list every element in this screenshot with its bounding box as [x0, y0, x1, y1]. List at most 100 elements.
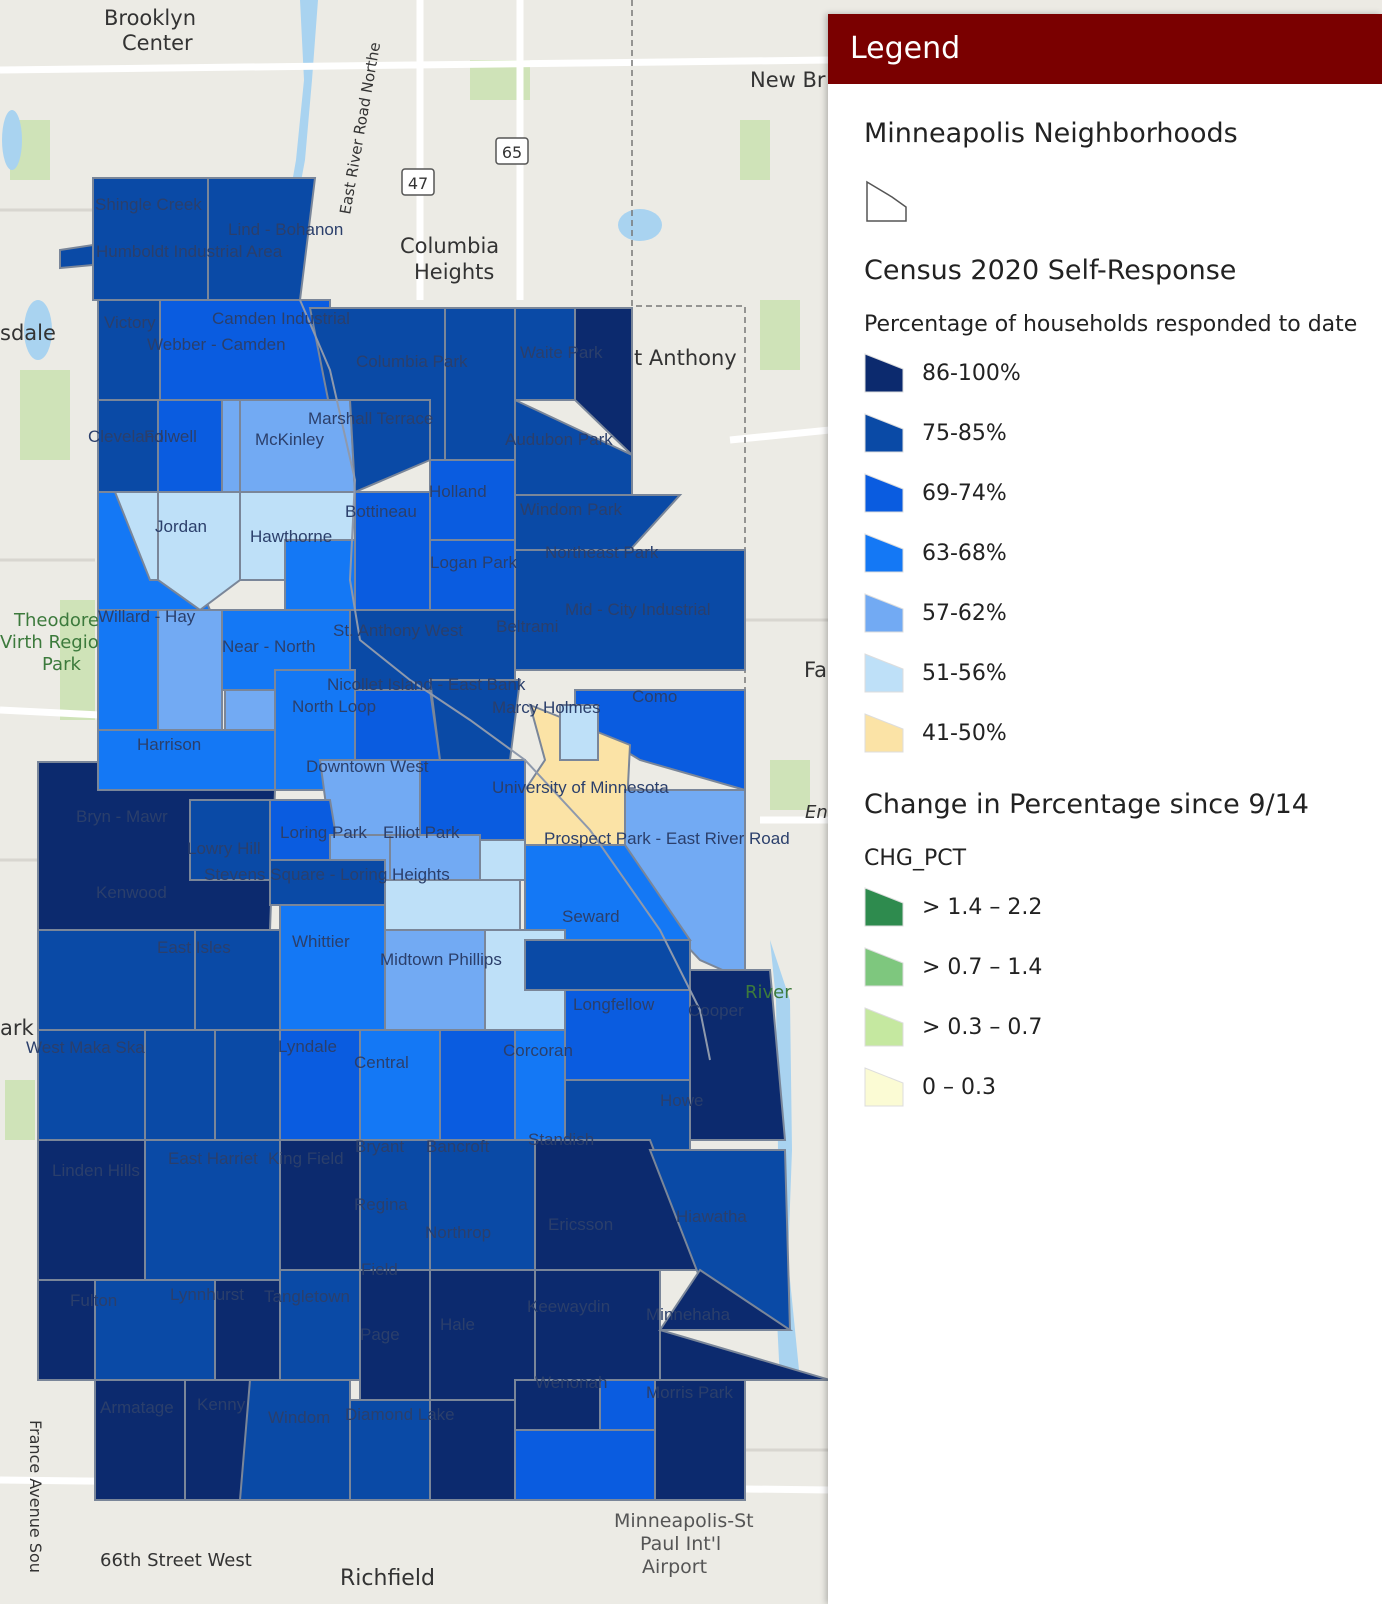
place-label: Fa: [804, 658, 827, 682]
response-legend-item: 57-62%: [864, 583, 1362, 643]
neighborhood-label: Humboldt Industrial Area: [96, 242, 283, 261]
neighborhood-label: Como: [632, 687, 677, 706]
legend-panel: Legend Minneapolis Neighborhoods Census …: [828, 14, 1382, 1604]
neighborhood-label: Field: [361, 1260, 398, 1279]
place-label: Heights: [414, 260, 494, 284]
neighborhood-label: Bottineau: [345, 502, 417, 521]
place-label: 66th Street West: [100, 1550, 252, 1571]
neighborhood-label: Armatage: [100, 1398, 174, 1417]
response-legend-item: 63-68%: [864, 523, 1362, 583]
response-label: 57-62%: [922, 600, 1007, 626]
response-legend-item: 86-100%: [864, 343, 1362, 403]
response-swatch: [864, 713, 904, 753]
response-label: 69-74%: [922, 480, 1007, 506]
neighborhood-label: Windom: [268, 1408, 330, 1427]
neighborhood-label: Downtown West: [306, 757, 429, 776]
place-label: Park: [42, 654, 81, 675]
neighborhood-label: Bryant: [355, 1137, 404, 1156]
neighborhood-label: Marcy Holmes: [492, 698, 601, 717]
response-swatch: [864, 473, 904, 513]
place-label: Theodore: [13, 610, 99, 631]
response-label: 75-85%: [922, 420, 1007, 446]
neighborhood-label: Linden Hills: [52, 1161, 140, 1180]
change-swatch: [864, 947, 904, 987]
neighborhood-label: Hale: [440, 1315, 475, 1334]
neighborhood-label: Page: [360, 1325, 400, 1344]
neighborhood-label: Longfellow: [573, 995, 655, 1014]
response-legend-item: 69-74%: [864, 463, 1362, 523]
neighborhood-label: Lynnhurst: [170, 1285, 244, 1304]
neighborhood-label: Windom Park: [520, 500, 623, 519]
response-label: 63-68%: [922, 540, 1007, 566]
neighborhood-label: Diamond Lake: [345, 1405, 455, 1424]
response-legend-list: 86-100% 75-85% 69-74% 63-68% 57-62% 51-56% 41-…: [864, 343, 1362, 763]
neighborhood-label: Hiawatha: [676, 1207, 747, 1226]
neighborhood-label: Elliot Park: [383, 823, 460, 842]
neighborhood-label: Nicollet Island - East Bank: [327, 675, 526, 694]
change-legend-item: > 0.7 – 1.4: [864, 937, 1362, 997]
neighborhood-label: Seward: [562, 907, 620, 926]
response-swatch: [864, 533, 904, 573]
map-canvas[interactable]: Brooklyn Center Columbia Heights New Br …: [0, 0, 830, 1604]
layer-subtitle-census: Percentage of households responded to da…: [864, 312, 1358, 337]
change-label: > 0.7 – 1.4: [922, 954, 1043, 980]
highway-shield: 65: [495, 137, 529, 165]
neighborhood-label: Mid - City Industrial: [565, 600, 710, 619]
neighborhood-label: Regina: [354, 1195, 408, 1214]
change-swatch: [864, 887, 904, 927]
response-swatch: [864, 593, 904, 633]
layer-title-census: Census 2020 Self-Response: [864, 255, 1237, 286]
change-swatch: [864, 1067, 904, 1107]
neighborhood-label: King Field: [268, 1149, 344, 1168]
neighborhood-label: Holland: [429, 482, 487, 501]
place-label: En: [805, 802, 828, 823]
place-label: Center: [122, 31, 193, 55]
neighborhood-label: Wenonah: [535, 1373, 607, 1392]
place-label: New Br: [750, 68, 826, 92]
neighborhood-label: Morris Park: [646, 1383, 733, 1402]
layer-subtitle-change: CHG_PCT: [864, 846, 967, 871]
neighborhood-label: Howe: [660, 1091, 703, 1110]
neighborhood-label: Willard - Hay: [98, 607, 196, 626]
neighborhood-label: Hawthorne: [250, 527, 332, 546]
neighborhood-label: Marshall Terrace: [308, 409, 433, 428]
change-legend-item: > 1.4 – 2.2: [864, 877, 1362, 937]
neighborhood-label: Cleveland: [88, 427, 164, 446]
neighborhood-label: Kenny: [197, 1395, 246, 1414]
change-label: > 1.4 – 2.2: [922, 894, 1043, 920]
place-label: France Avenue Sou: [26, 1420, 45, 1573]
response-legend-item: 41-50%: [864, 703, 1362, 763]
response-label: 51-56%: [922, 660, 1007, 686]
neighborhood-label: Midtown Phillips: [380, 950, 502, 969]
response-swatch: [864, 653, 904, 693]
place-label: Columbia: [400, 234, 499, 258]
svg-text:47: 47: [408, 174, 428, 193]
neighborhood-label: Loring Park: [280, 823, 367, 842]
change-legend-item: 0 – 0.3: [864, 1057, 1362, 1117]
place-label: Virth Regio: [0, 632, 99, 653]
neighborhood-label: Fulton: [70, 1291, 117, 1310]
neighborhood-label: Tangletown: [264, 1287, 350, 1306]
change-legend-list: > 1.4 – 2.2 > 0.7 – 1.4 > 0.3 – 0.7 0 – 0.3: [864, 877, 1362, 1117]
neighborhood-label: Northeast Park: [545, 543, 659, 562]
neighborhood-label: Kenwood: [96, 883, 167, 902]
neighborhood-label: Webber - Camden: [147, 335, 286, 354]
place-label: sdale: [0, 321, 56, 345]
neighborhood-label: West Maka Ska: [26, 1038, 145, 1057]
neighborhood-label: Minnehaha: [646, 1305, 731, 1324]
neighborhood-label: University of Minnesota: [492, 778, 669, 797]
neighborhood-label: Harrison: [137, 735, 201, 754]
neighborhood-label: Bancroft: [426, 1137, 490, 1156]
neighborhood-label: Shingle Creek: [95, 195, 202, 214]
change-legend-item: > 0.3 – 0.7: [864, 997, 1362, 1057]
place-label: t Anthony: [634, 346, 737, 370]
neighborhood-label: Folwell: [144, 427, 197, 446]
legend-header: Legend: [828, 14, 1382, 84]
svg-text:65: 65: [502, 143, 522, 162]
layer-title-neighborhoods: Minneapolis Neighborhoods: [864, 118, 1238, 149]
place-label: Minneapolis-St: [614, 1510, 754, 1532]
river-boundary: [299, 299, 711, 1061]
response-legend-item: 75-85%: [864, 403, 1362, 463]
neighborhood-label: Waite Park: [520, 343, 603, 362]
response-label: 41-50%: [922, 720, 1007, 746]
